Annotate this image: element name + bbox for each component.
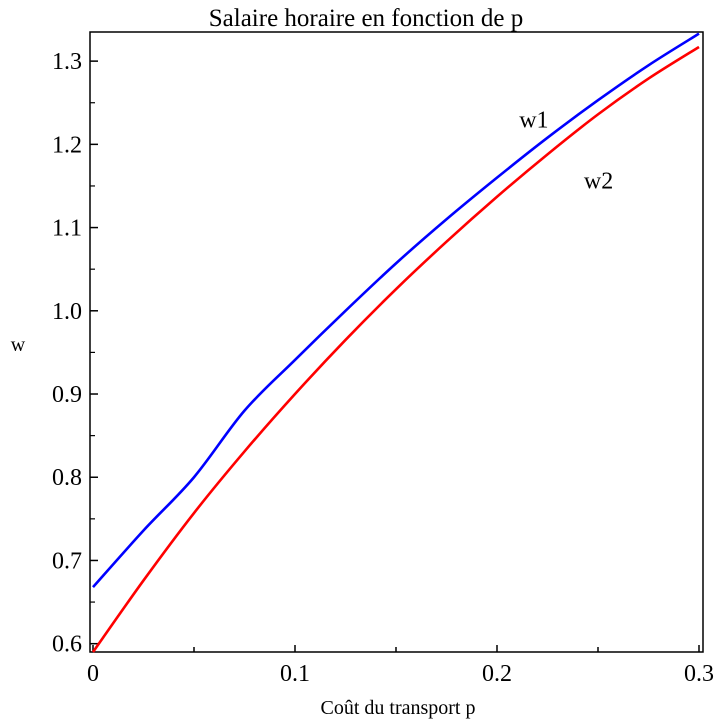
- chart-title: Salaire horaire en fonction de p: [209, 5, 523, 32]
- x-tick-label-2: 0.1: [280, 661, 310, 687]
- y-tick-label-6: 1.2: [52, 132, 82, 158]
- series-labels: w1 w2: [519, 108, 613, 195]
- series-layer: [91, 32, 700, 653]
- y-tick-label-4: 1.0: [52, 299, 82, 325]
- y-tick-label-2: 0.8: [52, 465, 82, 491]
- x-tick-label-4: 0.2: [482, 661, 512, 687]
- x-tick-label-0: 0: [87, 661, 99, 687]
- x-tick-label-6: 0.3: [684, 661, 714, 687]
- y-tick-label-1: 0.7: [52, 548, 82, 574]
- series-line-w2: [91, 45, 700, 653]
- y-tick-label-5: 1.1: [52, 216, 82, 242]
- x-axis-label: Coût du transport p: [321, 697, 476, 719]
- y-tick-label-0: 0.6: [52, 632, 82, 658]
- y-tick-label-7: 1.3: [52, 49, 82, 75]
- series-label-w2: w2: [584, 168, 613, 194]
- y-axis-ticks: 0.6 0.7 0.8 0.9 1.0 1.1 1.2 1.3: [52, 49, 98, 658]
- y-tick-label-3: 0.9: [52, 382, 82, 408]
- series-line-w1: [92, 32, 700, 588]
- y-axis-label: w: [11, 334, 26, 356]
- series-label-w1: w1: [519, 108, 548, 134]
- x-axis-ticks: 0 0.1 0.2 0.3: [87, 645, 714, 687]
- plot-frame: [89, 31, 704, 653]
